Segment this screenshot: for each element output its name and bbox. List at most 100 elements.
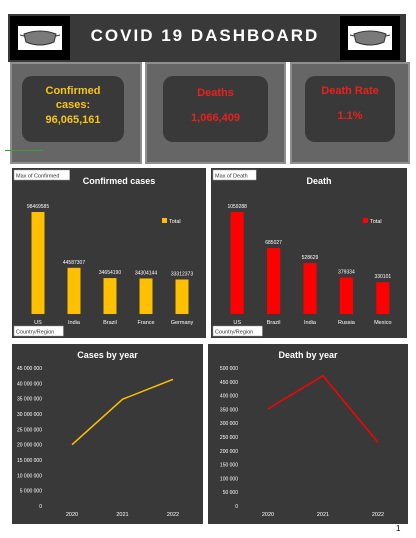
cases-year-chart-series-line <box>71 378 174 446</box>
confirmed-chart-legend-swatch <box>162 218 167 223</box>
confirmed-chart-legend-label: Total <box>169 219 181 225</box>
cases-year-chart-x-tick-label: 2020 <box>66 512 78 518</box>
confirmed-chart-bar <box>175 279 189 314</box>
confirmed-chart-x-tick-label: Germany <box>171 320 194 326</box>
death-by-year-chart-panel: Death by year 0 50 000 100 000 150 000 200 00… <box>208 344 408 524</box>
death-chart-data-label: 379334 <box>338 269 355 275</box>
kpi-deaths-label: Deaths <box>197 87 234 99</box>
confirmed-chart-bar <box>139 278 153 314</box>
kpi-death-rate-value: 1.1% <box>337 110 363 122</box>
confirmed-chart-field-tag: Max of Confirmed <box>16 174 59 180</box>
face-mask-icon <box>18 26 62 50</box>
death-chart-field-tag: Max of Death <box>215 174 248 180</box>
confirmed-chart-data-label: 44587307 <box>63 260 85 266</box>
confirmed-chart-data-label: 33312373 <box>171 271 193 277</box>
confirmed-chart-bar <box>31 212 45 314</box>
death-chart-x-tick-label: Mexico <box>374 320 391 326</box>
confirmed-chart-title: Confirmed cases <box>83 176 156 186</box>
cases-year-chart-title: Cases by year <box>77 350 138 360</box>
confirmed-chart-x-tick-label: France <box>137 320 154 326</box>
cases-year-chart-y-tick-label: 35 000 000 <box>17 397 42 403</box>
death-chart-x-tick-label: US <box>233 320 241 326</box>
death-chart-field-tag-box <box>212 169 257 181</box>
death-year-chart-y-tick-label: 450 000 <box>220 380 238 386</box>
death-year-chart-y-tick-label: 150 000 <box>220 463 238 469</box>
confirmed-cases-chart-panel: Max of Confirmed Confirmed cases Total 9846… <box>12 168 206 338</box>
confirmed-chart-data-label: 34304144 <box>135 270 157 276</box>
death-year-chart-title: Death by year <box>278 350 338 360</box>
divider-line <box>5 150 43 156</box>
death-chart-data-label: 1059288 <box>227 204 247 210</box>
death-year-chart-x-tick-label: 2021 <box>317 512 329 518</box>
death-year-chart-x-tick-label: 2022 <box>372 512 384 518</box>
death-year-chart-y-tick-label: 200 000 <box>220 449 238 455</box>
death-year-chart-y-tick-label: 0 <box>235 504 238 510</box>
cases-by-year-chart-panel: Cases by year 0 5 000 000 10 000 000 15 000 … <box>12 344 203 524</box>
confirmed-chart-data-label: 34654190 <box>99 270 121 276</box>
death-year-chart-y-tick-label: 100 000 <box>220 476 238 482</box>
death-year-chart-y-tick-label: 250 000 <box>220 435 238 441</box>
death-year-chart-y-tick-label: 350 000 <box>220 407 238 413</box>
cases-year-chart-y-tick-label: 25 000 000 <box>17 427 42 433</box>
confirmed-chart-bar <box>103 278 117 314</box>
death-year-chart-y-tick-label: 50 000 <box>223 490 239 496</box>
page-number: 1 <box>396 524 401 533</box>
death-chart: Max of Death Death Total 1059288 US 685027 Bra… <box>212 169 392 337</box>
death-chart-bar <box>230 212 244 314</box>
death-chart-panel: Max of Death Death Total 1059288 US 685027 Bra… <box>211 168 407 338</box>
cases-year-chart-x-tick-label: 2021 <box>116 512 128 518</box>
kpi-confirmed-value: 96,065,161 <box>45 114 101 126</box>
confirmed-chart-axis-tag-box <box>13 325 64 337</box>
death-year-chart-y-tick-label: 300 000 <box>220 421 238 427</box>
confirmed-chart-bar <box>67 267 81 314</box>
death-chart-bar <box>303 263 317 314</box>
death-chart-bar <box>339 277 353 314</box>
death-chart-bar <box>376 282 390 314</box>
death-chart-bar <box>267 248 281 314</box>
cases-year-chart-y-tick-label: 20 000 000 <box>17 443 42 449</box>
kpi-confirmed-box: Confirmed cases: 96,065,161 <box>22 76 124 142</box>
cases-by-year-chart: Cases by year 0 5 000 000 10 000 000 15 000 … <box>17 350 179 518</box>
kpi-confirmed-label: Confirmed cases: <box>45 85 101 111</box>
dashboard-title: COVID 19 DASHBOARD <box>90 26 320 45</box>
death-chart-x-tick-label: Russia <box>338 320 356 326</box>
cases-year-chart-y-tick-label: 30 000 000 <box>17 412 42 418</box>
left-logo <box>10 16 70 60</box>
kpi-deaths-value: 1,066,409 <box>191 112 240 124</box>
death-chart-axis-tag-box <box>212 325 263 337</box>
death-year-chart-x-tick-label: 2020 <box>262 512 274 518</box>
death-by-year-chart: Death by year 0 50 000 100 000 150 000 200 00… <box>220 350 384 518</box>
kpi-death-rate-label: Death Rate <box>321 85 379 97</box>
death-year-chart-series-line <box>267 374 379 443</box>
cases-year-chart-y-tick-label: 45 000 000 <box>17 366 42 372</box>
header-bar <box>8 14 406 62</box>
kpi-deaths-box: Deaths 1,066,409 <box>163 76 268 142</box>
death-chart-data-label: 528629 <box>302 255 319 261</box>
death-year-chart-y-tick-label: 400 000 <box>220 394 238 400</box>
confirmed-chart-x-tick-label: US <box>34 320 42 326</box>
confirmed-chart-x-tick-label: Brazil <box>103 320 117 326</box>
death-year-chart-y-tick-label: 500 000 <box>220 366 238 372</box>
confirmed-chart-data-label: 98469585 <box>27 204 49 210</box>
death-chart-legend-label: Total <box>370 219 382 225</box>
cases-year-chart-y-tick-label: 15 000 000 <box>17 458 42 464</box>
cases-year-chart-x-tick-label: 2022 <box>167 512 179 518</box>
death-chart-axis-tag: Country/Region <box>215 330 253 336</box>
kpi-death-rate-box: Death Rate 1.1% <box>305 76 395 142</box>
cases-year-chart-y-tick-label: 40 000 000 <box>17 381 42 387</box>
confirmed-chart-x-tick-label: India <box>68 320 81 326</box>
death-chart-data-label: 330101 <box>374 274 391 280</box>
confirmed-chart-axis-tag: Country/Region <box>16 330 54 336</box>
confirmed-chart-field-tag-box <box>13 169 70 181</box>
death-chart-data-label: 685027 <box>265 240 282 246</box>
death-chart-legend-swatch <box>363 218 368 223</box>
face-mask-icon <box>348 26 392 50</box>
confirmed-cases-chart: Max of Confirmed Confirmed cases Total 9846… <box>13 169 194 337</box>
right-logo <box>340 16 400 60</box>
death-chart-title: Death <box>306 176 331 186</box>
death-chart-x-tick-label: Brazil <box>267 320 281 326</box>
cases-year-chart-y-tick-label: 10 000 000 <box>17 473 42 479</box>
death-chart-x-tick-label: India <box>304 320 317 326</box>
cases-year-chart-y-tick-label: 5 000 000 <box>20 489 42 495</box>
cases-year-chart-y-tick-label: 0 <box>39 504 42 510</box>
